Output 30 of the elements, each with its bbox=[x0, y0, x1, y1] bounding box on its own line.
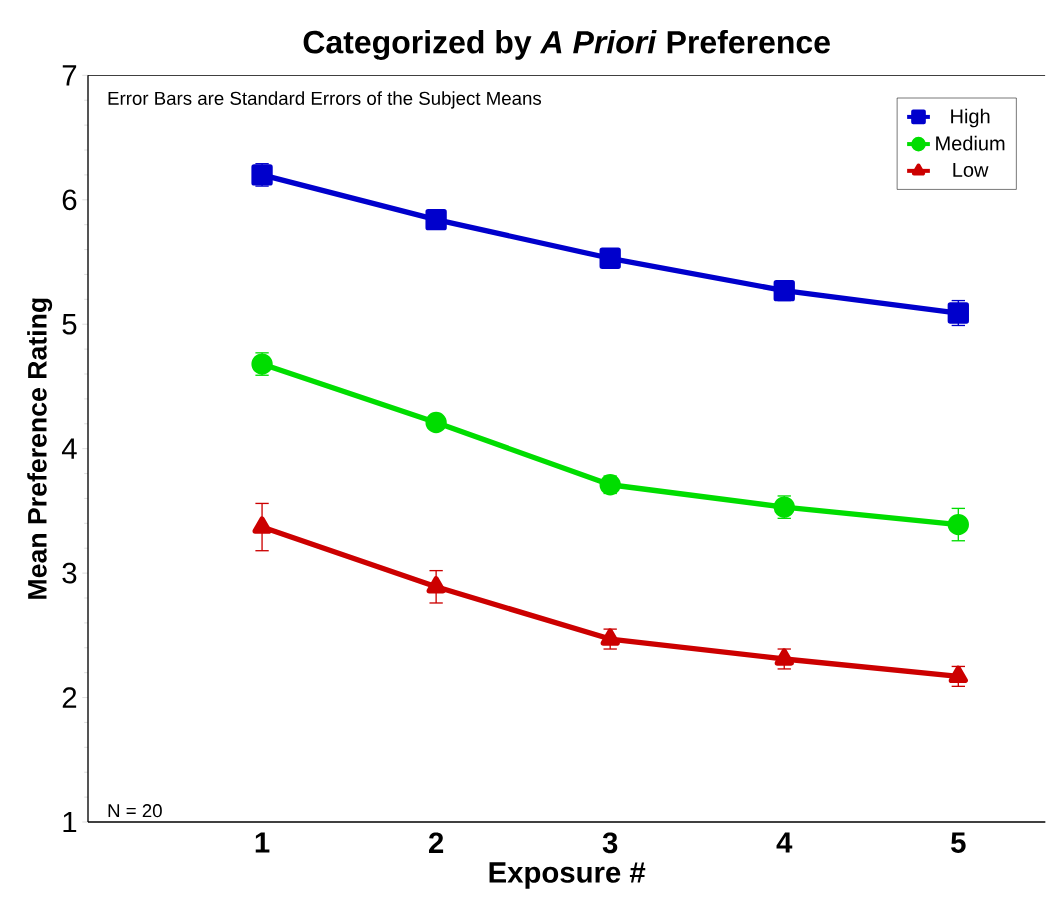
x-tick-label: 5 bbox=[951, 832, 966, 853]
legend-label: High bbox=[951, 108, 990, 128]
x-tick-label: 4 bbox=[776, 832, 793, 853]
annotation: Error Bars are Standard Errors of the Subject Means bbox=[108, 91, 542, 109]
y-tick-label: 4 bbox=[61, 438, 77, 459]
x-tick-label: 1 bbox=[255, 832, 270, 853]
x-tick-label: 2 bbox=[428, 832, 444, 853]
point bbox=[600, 628, 620, 646]
chart-title: Categorized by A Priori Preference bbox=[303, 29, 830, 60]
point bbox=[425, 209, 447, 231]
x-tick-label: 3 bbox=[602, 832, 618, 854]
point bbox=[426, 576, 446, 594]
point bbox=[599, 247, 621, 269]
x-axis-title: Exposure # bbox=[489, 862, 646, 889]
legend-label: Medium bbox=[936, 135, 1005, 151]
legend-label: Low bbox=[953, 162, 989, 177]
y-axis-title: Mean Preference Rating bbox=[27, 298, 53, 599]
y-tick-label: 5 bbox=[62, 313, 77, 335]
y-tick-label: 2 bbox=[62, 687, 77, 708]
point bbox=[947, 513, 969, 536]
y-tick-label: 3 bbox=[62, 562, 77, 584]
point bbox=[948, 665, 968, 684]
point bbox=[425, 411, 447, 434]
y-tick-label: 1 bbox=[63, 811, 77, 833]
point bbox=[252, 516, 272, 534]
point bbox=[774, 648, 794, 666]
annotation: N = 20 bbox=[108, 804, 162, 818]
point bbox=[773, 279, 795, 302]
y-tick-label: 6 bbox=[62, 189, 77, 211]
y-tick-label: 7 bbox=[62, 65, 77, 86]
